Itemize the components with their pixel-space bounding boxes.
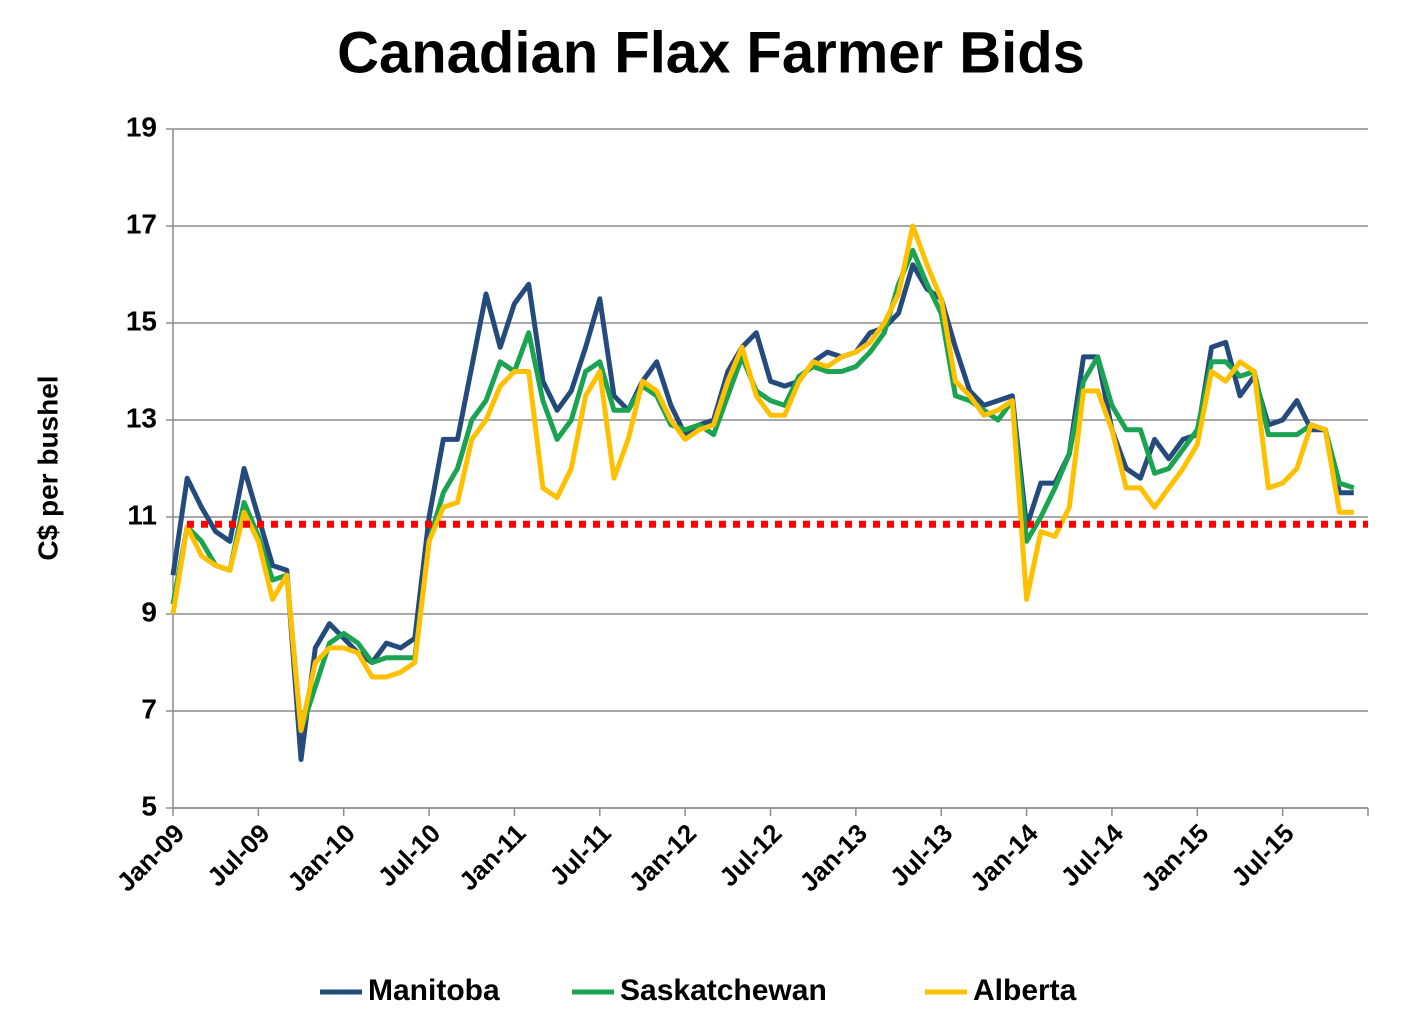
y-tick-label: 17 [126,208,157,239]
y-tick-label: 15 [126,305,157,336]
x-tick-label: Jul-12 [713,818,787,892]
x-tick-label: Jul-13 [884,818,958,892]
x-tick-label: Jul-09 [201,818,275,892]
legend-label: Alberta [973,974,1077,1007]
line-manitoba [170,262,1354,762]
x-tick-label: Jan-12 [623,818,702,897]
x-tick-label: Jan-09 [111,818,190,897]
y-tick-label: 5 [141,790,157,821]
x-tick-label: Jan-14 [964,818,1044,898]
legend-label: Manitoba [368,974,500,1007]
x-tick-label: Jan-15 [1135,818,1214,897]
x-tick-label: Jul-15 [1225,818,1299,892]
x-tick-label: Jan-10 [281,818,360,897]
y-tick-label: 9 [141,596,157,627]
legend-label: Saskatchewan [620,974,827,1007]
x-tick-label: Jan-13 [793,818,872,897]
y-tick-label: 11 [127,499,157,530]
x-tick-label: Jul-14 [1055,818,1130,893]
y-tick-label: 7 [141,693,157,724]
x-tick-label: Jul-10 [372,818,446,892]
y-axis-label: C$ per bushel [32,375,63,560]
line-alberta [170,223,1354,733]
y-tick-label: 19 [126,111,157,142]
x-tick-label: Jan-11 [453,818,531,896]
y-tick-label: 13 [126,402,157,433]
chart-title: Canadian Flax Farmer Bids [337,20,1085,85]
line-saskatchewan [170,247,1355,733]
x-tick-label: Jul-11 [544,818,617,891]
